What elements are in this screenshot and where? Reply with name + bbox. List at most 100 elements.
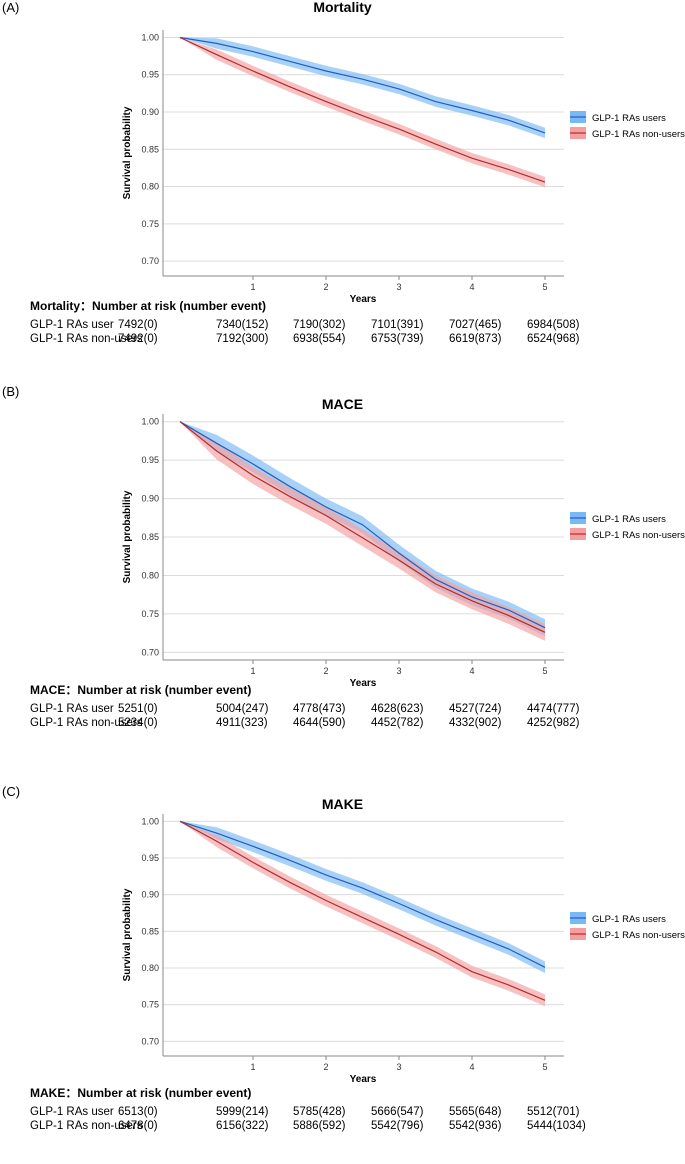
- y-tick-label: 0.75: [141, 609, 159, 619]
- risk-value: 4911(323): [216, 717, 268, 729]
- risk-value: 6938(554): [293, 333, 346, 345]
- y-axis-label: Survival probability: [122, 490, 133, 583]
- risk-value: 7190(302): [293, 319, 346, 331]
- confidence-band: [180, 821, 545, 1007]
- x-tick-label: 4: [469, 1062, 474, 1072]
- series-line: [179, 36, 546, 183]
- x-tick-label: 4: [469, 666, 474, 676]
- x-tick-label: 5: [542, 1062, 547, 1072]
- risk-value: 5565(648): [449, 1106, 502, 1118]
- risk-table-title: MACE：Number at risk (number event): [30, 683, 252, 697]
- risk-value: 4644(590): [293, 717, 346, 729]
- y-axis-label: Survival probability: [122, 106, 133, 199]
- panel-label: (B): [2, 384, 20, 399]
- risk-value: 6984(508): [527, 319, 580, 331]
- risk-value: 7027(465): [449, 319, 502, 331]
- risk-value: 7492(0): [118, 319, 158, 331]
- y-tick-label: 0.90: [141, 494, 159, 504]
- chart-title: MAKE: [321, 796, 364, 812]
- risk-value: 6619(873): [449, 333, 502, 345]
- y-tick-label: 0.85: [141, 926, 159, 936]
- chart-panel: (B) MACE 0.70 0.75 0.80 0.85 0.90 0.95 1.00 1 2 3 4 5…: [0, 384, 685, 764]
- y-tick-label: 0.80: [141, 963, 159, 973]
- risk-value: 4452(782): [371, 717, 424, 729]
- x-tick-label: 4: [469, 282, 474, 292]
- y-tick-label: 0.70: [141, 1036, 159, 1046]
- x-tick-label: 3: [396, 1062, 401, 1072]
- risk-group-label: GLP-1 RAs user: [30, 703, 114, 715]
- legend-label: GLP-1 RAs users: [592, 914, 666, 925]
- x-axis-label: Years: [350, 678, 377, 689]
- x-tick-label: 1: [250, 666, 255, 676]
- risk-value: 4332(902): [449, 717, 502, 729]
- series-line: [179, 421, 546, 633]
- risk-table-row: GLP-1 RAs non-users 7492(0) 7192(300) 6938(…: [30, 333, 670, 347]
- y-tick-label: 0.75: [141, 1000, 159, 1010]
- risk-value: 6478(0): [118, 1120, 158, 1132]
- chart-panel: (A) Mortality 0.70 0.75 0.80 0.85 0.90 0.95 1.00…: [0, 0, 685, 380]
- risk-value: 5785(428): [293, 1106, 346, 1118]
- y-tick-label: 0.90: [141, 890, 159, 900]
- risk-table-title: Mortality：Number at risk (number event): [30, 299, 267, 313]
- risk-value: 5542(796): [371, 1120, 424, 1132]
- series-line: [179, 820, 546, 1001]
- risk-value: 5234(0): [118, 717, 158, 729]
- risk-value: 4628(623): [371, 703, 424, 715]
- legend-label: GLP-1 RAs users: [592, 514, 666, 525]
- y-tick-label: 0.95: [141, 853, 159, 863]
- panel-label: (C): [2, 784, 21, 799]
- risk-value: 4474(777): [527, 703, 580, 715]
- x-tick-label: 2: [323, 666, 328, 676]
- series-line: [179, 36, 546, 134]
- x-tick-label: 3: [396, 282, 401, 292]
- risk-table-row: GLP-1 RAs user 6513(0) 5999(214) 5785(428) 5…: [30, 1106, 670, 1120]
- y-tick-label: 1.00: [141, 32, 159, 42]
- risk-value: 6513(0): [118, 1106, 158, 1118]
- risk-group-label: GLP-1 RAs non-users: [30, 717, 143, 729]
- risk-value: 5004(247): [216, 703, 269, 715]
- risk-value: 7340(152): [216, 319, 269, 331]
- risk-value: 5444(1034): [527, 1120, 586, 1132]
- series-line: [179, 421, 546, 629]
- risk-value: 5542(936): [449, 1120, 502, 1132]
- risk-value: 5512(701): [527, 1106, 580, 1118]
- risk-group-label: GLP-1 RAs user: [30, 319, 114, 331]
- y-tick-label: 0.95: [141, 70, 159, 80]
- x-tick-label: 5: [542, 282, 547, 292]
- risk-value: 5886(592): [293, 1120, 346, 1132]
- risk-value: 6524(968): [527, 333, 580, 345]
- y-axis-label: Survival probability: [122, 888, 133, 981]
- risk-value: 4527(724): [449, 703, 502, 715]
- risk-value: 7101(391): [371, 319, 424, 331]
- legend-label: GLP-1 RAs non-users: [592, 530, 685, 541]
- confidence-band: [180, 37, 545, 188]
- risk-table-row: GLP-1 RAs user 5251(0) 5004(247) 4778(473) 4…: [30, 703, 670, 717]
- x-axis-label: Years: [350, 294, 377, 305]
- x-axis-label: Years: [350, 1074, 377, 1085]
- risk-value: 7492(0): [118, 333, 158, 345]
- legend-label: GLP-1 RAs users: [592, 113, 666, 124]
- y-tick-label: 0.90: [141, 107, 159, 117]
- y-tick-label: 0.80: [141, 182, 159, 192]
- x-tick-label: 2: [323, 282, 328, 292]
- y-tick-label: 0.95: [141, 455, 159, 465]
- x-tick-label: 2: [323, 1062, 328, 1072]
- chart-title: MACE: [321, 396, 364, 412]
- risk-table-row: GLP-1 RAs non-users 6478(0) 6156(322) 5886(…: [30, 1120, 670, 1134]
- x-tick-label: 5: [542, 666, 547, 676]
- chart-svg: 0.70 0.75 0.80 0.85 0.90 0.95 1.00 1 2 3 4 5 Years Su…: [122, 414, 685, 689]
- risk-table-title: MAKE：Number at risk (number event): [30, 1086, 252, 1100]
- risk-table-row: GLP-1 RAs user 7492(0) 7340(152) 7190(302) 7…: [30, 319, 670, 333]
- confidence-band: [180, 421, 545, 641]
- x-tick-label: 1: [250, 282, 255, 292]
- y-tick-label: 0.85: [141, 144, 159, 154]
- confidence-band: [180, 37, 545, 139]
- risk-value: 4778(473): [293, 703, 346, 715]
- chart-title: Mortality: [313, 0, 372, 15]
- y-tick-label: 1.00: [141, 417, 159, 427]
- legend-label: GLP-1 RAs non-users: [592, 930, 685, 941]
- risk-value: 5666(547): [371, 1106, 424, 1118]
- risk-value: 7192(300): [216, 333, 269, 345]
- risk-group-label: GLP-1 RAs non-users: [30, 1120, 143, 1132]
- risk-value: 5251(0): [118, 703, 158, 715]
